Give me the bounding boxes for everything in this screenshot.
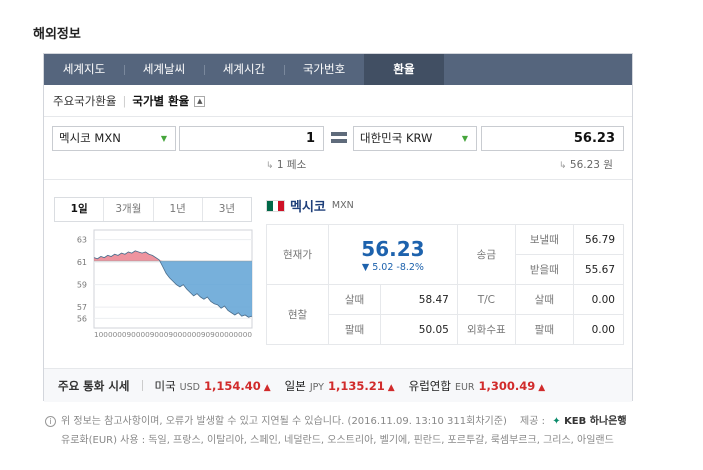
major-item-value: 1,135.21 [327,378,385,393]
section-title: 해외정보 [33,27,81,42]
country-header: 멕시코 MXN [266,196,354,215]
country-name: 멕시코 [290,200,326,215]
arrow-icon: ↳ [559,161,567,171]
y-tick-label: 59 [77,281,87,290]
from-currency-select[interactable]: 멕시코 MXN ▼ [52,126,176,151]
mexico-flag-icon [266,199,285,212]
to-unit-text: ↳ 56.23 원 [559,157,613,172]
cash-buy-value: 58.47 [380,284,458,315]
to-currency-select[interactable]: 대한민국 KRW ▼ [353,126,477,151]
tab-bar: 세계지도 세계날씨 세계시간 국가번호 환율 [44,54,632,85]
price-change: ▼ 5.02 -8.2% [361,262,424,273]
major-item-value: 1,154.40 [203,378,261,393]
provider-logo: ✦ KEB 하나은행 [552,416,626,427]
tab-world-map[interactable]: 세계지도 [62,62,106,76]
provider-name: KEB 하나은행 [564,416,627,427]
cash-sell-label: 팔때 [328,314,381,345]
tc-buy-value: 0.00 [572,284,625,315]
country-code: MXN [331,200,354,211]
major-item-name: 미국 [154,378,176,393]
cash-sell-value: 50.05 [380,314,458,345]
current-price-value: 56.23 [361,237,425,261]
y-tick-label: 63 [77,236,87,245]
major-item-name: 유럽연합 [408,378,451,393]
remit-label: 송금 [456,224,516,285]
footer-notice: i 위 정보는 참고사항이며, 오류가 발생할 수 있고 지연될 수 있습니다. … [45,412,645,427]
tc-buy-label: 살때 [514,284,574,315]
major-item-code: JPY [309,381,324,393]
up-arrow-icon: ▲ [387,382,395,393]
y-tick-label: 61 [77,258,87,267]
area-below-reference [94,261,252,318]
period-tab-1day[interactable]: 1일 [70,203,88,215]
euro-note: 유로화(EUR) 사용 : 독일, 프랑스, 이탈리아, 스페인, 네덜란드, … [61,435,614,446]
major-currency-bar: 주요 통화 시세 미국 USD 1,154.40 ▲ 일본 JPY 1,135.… [44,368,632,402]
divider [44,116,632,117]
send-value: 56.79 [572,224,625,255]
current-price-cell: 56.23 ▼ 5.02 -8.2% [328,224,458,285]
notice-text: 위 정보는 참고사항이며, 오류가 발생할 수 있고 지연될 수 있습니다. (… [61,416,507,427]
to-unit-value: 56.23 원 [569,159,613,171]
info-icon: i [45,415,56,427]
tab-exchange-rate[interactable]: 환율 [364,54,444,85]
up-arrow-icon: ▲ [538,382,546,393]
separator [141,380,143,391]
receive-value: 55.67 [572,254,625,285]
rate-table: 현재가 56.23 ▼ 5.02 -8.2% 송금 보낼때 56.79 받을때 … [266,224,625,345]
major-item-usd[interactable]: 미국 USD 1,154.40 ▲ [155,378,271,394]
up-arrow-icon: ▲ [263,382,271,393]
check-sell-value: 0.00 [572,314,625,345]
check-sell-label: 팔때 [514,314,574,345]
equals-icon [331,132,347,143]
major-item-jpy[interactable]: 일본 JPY 1,135.21 ▲ [285,378,395,394]
sub-navigation: 주요국가환율 | 국가별 환율 ▲ [53,92,206,110]
major-item-eur[interactable]: 유럽연합 EUR 1,300.49 ▲ [409,378,546,394]
collapse-toggle-icon[interactable]: ▲ [194,95,206,107]
send-label: 보낼때 [514,224,574,255]
exchange-rate-widget: 세계지도 세계날씨 세계시간 국가번호 환율 주요국가환율 | 국가별 환율 ▲… [43,53,633,402]
period-tabs: 1일 3개월 1년 3년 [54,197,252,222]
keb-logo-icon: ✦ [552,416,561,427]
dropdown-arrow-icon: ▼ [461,134,468,143]
period-tab-3year[interactable]: 3년 [201,198,251,221]
tc-label: T/C [456,284,516,315]
major-title: 주요 통화 시세 [58,378,130,393]
y-tick-label: 57 [77,303,87,312]
tab-world-weather[interactable]: 세계날씨 [124,54,204,85]
divider [44,179,632,180]
from-unit-text: ↳ 1 페소 [266,157,306,172]
tab-country-code[interactable]: 국가번호 [284,54,364,85]
major-item-name: 일본 [284,378,306,393]
series-line [93,250,253,318]
to-currency-value: 대한민국 KRW [360,131,433,145]
receive-label: 받을때 [514,254,574,285]
dropdown-arrow-icon: ▼ [160,134,167,143]
subnav-major-rates[interactable]: 주요국가환율 [53,94,117,108]
arrow-icon: ↳ [266,161,274,171]
x-tick-labels: 1000000900009000900000090900000000 [94,330,252,339]
period-tab-3month[interactable]: 3개월 [103,198,152,221]
provider-label: 제공 : [520,416,545,427]
y-tick-label: 56 [77,314,87,323]
rate-chart-panel: 1일 3개월 1년 3년 63 61 59 57 56 10000009000090009… [54,197,261,347]
major-item-code: USD [179,381,200,393]
to-amount-input[interactable]: 56.23 [481,126,624,151]
current-price-label: 현재가 [266,224,329,285]
cash-label: 현찰 [266,284,329,345]
from-currency-value: 멕시코 MXN [59,131,121,145]
major-item-code: EUR [454,381,475,393]
rate-chart: 63 61 59 57 56 100000090000900090000009090000… [77,229,253,339]
period-tab-1year[interactable]: 1년 [152,198,202,221]
from-unit-value: 1 페소 [276,159,307,171]
major-item-value: 1,300.49 [478,378,536,393]
check-label: 외화수표 [456,314,516,345]
cash-buy-label: 살때 [328,284,381,315]
subnav-separator: | [122,94,127,108]
from-amount-input[interactable]: 1 [179,126,324,151]
subnav-country-rates[interactable]: 국가별 환율 [132,94,190,108]
area-above-reference [94,250,252,261]
tab-world-time[interactable]: 세계시간 [204,54,284,85]
